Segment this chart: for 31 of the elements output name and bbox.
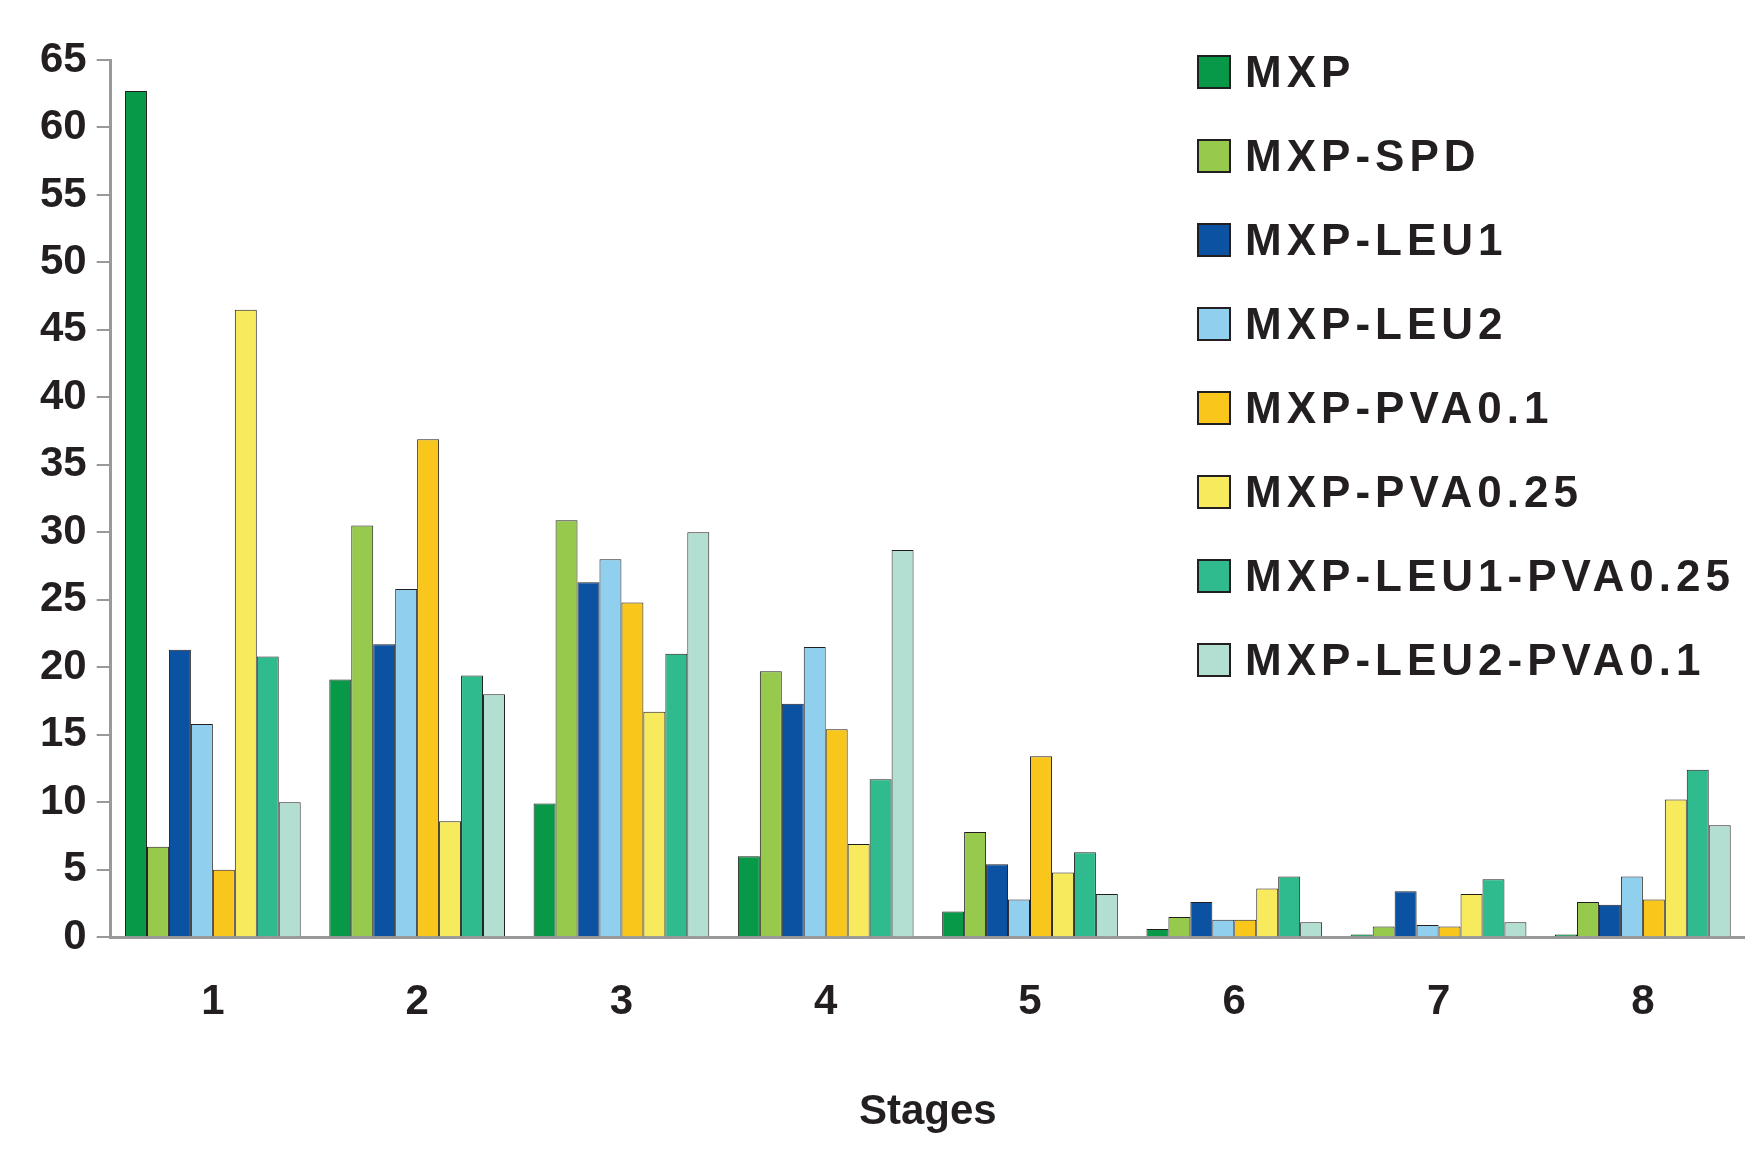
legend-label: MXP bbox=[1245, 47, 1356, 97]
y-tick-label: 45 bbox=[40, 303, 87, 351]
x-tick-label: 8 bbox=[1631, 975, 1655, 1023]
x-tick-label: 1 bbox=[201, 975, 225, 1023]
y-tick-label: 55 bbox=[40, 168, 87, 216]
y-tick-label: 15 bbox=[40, 708, 87, 756]
x-tick-label: 6 bbox=[1222, 975, 1246, 1023]
y-tick-label: 35 bbox=[40, 438, 87, 486]
legend-label: MXP-LEU1-PVA0.25 bbox=[1245, 551, 1735, 601]
y-tick-label: 50 bbox=[40, 236, 87, 284]
y-tick-label: 65 bbox=[40, 33, 87, 81]
y-tick-label: 10 bbox=[40, 775, 87, 823]
x-tick-label: 7 bbox=[1426, 975, 1451, 1023]
legend-label: MXP-LEU2-PVA0.1 bbox=[1245, 635, 1706, 685]
y-tick-label: 25 bbox=[40, 573, 87, 621]
y-tick-label: 60 bbox=[40, 101, 87, 149]
y-tick-label: 5 bbox=[63, 843, 87, 891]
x-axis-title: Stages bbox=[858, 1086, 997, 1134]
legend-label: MXP-LEU1 bbox=[1245, 215, 1508, 265]
y-tick-label: 40 bbox=[40, 370, 87, 418]
legend-label: MXP-SPD bbox=[1245, 131, 1481, 181]
x-tick-label: 4 bbox=[814, 975, 839, 1023]
y-tick-label: 30 bbox=[40, 505, 87, 553]
x-tick-label: 2 bbox=[405, 975, 429, 1023]
legend-label: MXP-PVA0.25 bbox=[1245, 467, 1583, 517]
legend-label: MXP-LEU2 bbox=[1245, 299, 1508, 349]
y-tick-label: 0 bbox=[63, 910, 87, 958]
x-tick-label: 5 bbox=[1018, 975, 1042, 1023]
y-tick-label: 20 bbox=[40, 640, 87, 688]
legend-label: MXP-PVA0.1 bbox=[1245, 383, 1554, 433]
x-tick-label: 3 bbox=[609, 975, 634, 1023]
